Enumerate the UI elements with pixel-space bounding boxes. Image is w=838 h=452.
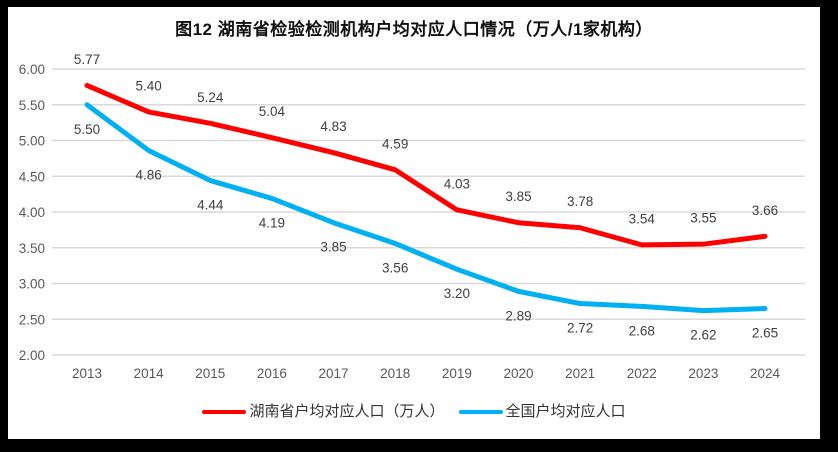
data-label: 3.56 xyxy=(382,260,408,275)
data-label: 4.86 xyxy=(135,168,161,183)
y-tick-label: 4.00 xyxy=(19,205,45,220)
data-label: 5.77 xyxy=(74,52,100,67)
legend-line-swatch-national xyxy=(458,410,503,414)
data-label: 3.78 xyxy=(567,194,593,209)
data-label: 5.40 xyxy=(135,78,161,93)
x-tick-label: 2021 xyxy=(565,366,595,381)
x-tick-label: 2023 xyxy=(688,366,718,381)
data-label: 4.83 xyxy=(320,119,346,134)
x-tick-label: 2024 xyxy=(750,366,781,381)
x-tick-label: 2017 xyxy=(319,366,349,381)
x-tick-label: 2020 xyxy=(503,366,533,381)
line-chart-plot: 6.00 5.50 5.00 4.50 4.00 3.50 3.00 2.50 2.00 2013… xyxy=(19,52,805,381)
x-tick-label: 2014 xyxy=(134,366,165,381)
y-tick-label: 2.50 xyxy=(19,312,45,327)
y-tick-label: 4.50 xyxy=(19,169,45,184)
x-tick-label: 2016 xyxy=(257,366,287,381)
data-label: 3.85 xyxy=(505,189,531,204)
series-line-0 xyxy=(84,82,768,248)
x-tick-label: 2018 xyxy=(380,366,410,381)
legend-item-national: 全国户均对应人口 xyxy=(458,402,626,422)
y-tick-label: 6.00 xyxy=(19,62,45,77)
chart-title: 图12 湖南省检验检测机构户均对应人口情况（万人/1家机构） xyxy=(175,20,653,39)
legend-label-national: 全国户均对应人口 xyxy=(505,403,626,420)
data-label: 4.59 xyxy=(382,136,408,151)
data-label: 3.20 xyxy=(444,286,470,301)
data-label: 4.44 xyxy=(197,198,224,213)
data-label: 4.19 xyxy=(259,215,285,230)
x-tick-label: 2022 xyxy=(627,366,657,381)
y-tick-label: 3.50 xyxy=(19,241,45,256)
data-label: 3.66 xyxy=(752,203,778,218)
data-label: 2.72 xyxy=(567,321,593,336)
legend-label-hunan: 湖南省户均对应人口（万人） xyxy=(249,403,445,420)
y-tick-label: 2.00 xyxy=(19,348,45,363)
series-line-1 xyxy=(84,102,768,314)
x-tick-label: 2019 xyxy=(442,366,472,381)
y-tick-label: 5.00 xyxy=(19,134,45,149)
y-tick-label: 3.00 xyxy=(19,277,45,292)
chart-surface: 图12 湖南省检验检测机构户均对应人口情况（万人/1家机构） 6.00 5.50 5… xyxy=(8,7,820,439)
data-label: 2.62 xyxy=(690,328,716,343)
data-label: 3.85 xyxy=(320,240,346,255)
y-tick-label: 5.50 xyxy=(19,98,45,113)
data-label: 3.55 xyxy=(690,211,716,226)
legend-item-hunan: 湖南省户均对应人口（万人） xyxy=(202,402,445,422)
data-label: 4.03 xyxy=(444,176,470,191)
data-label: 5.04 xyxy=(259,104,286,119)
chart-legend: 湖南省户均对应人口（万人） 全国户均对应人口 xyxy=(8,402,820,422)
data-label: 5.24 xyxy=(197,90,224,105)
data-label: 2.89 xyxy=(505,308,531,323)
data-label: 2.68 xyxy=(629,323,655,338)
data-label: 3.54 xyxy=(629,211,656,226)
data-label: 2.65 xyxy=(752,326,778,341)
data-label: 5.50 xyxy=(74,122,100,137)
legend-line-swatch-hunan xyxy=(202,410,247,414)
x-tick-label: 2015 xyxy=(195,366,225,381)
x-tick-label: 2013 xyxy=(72,366,102,381)
